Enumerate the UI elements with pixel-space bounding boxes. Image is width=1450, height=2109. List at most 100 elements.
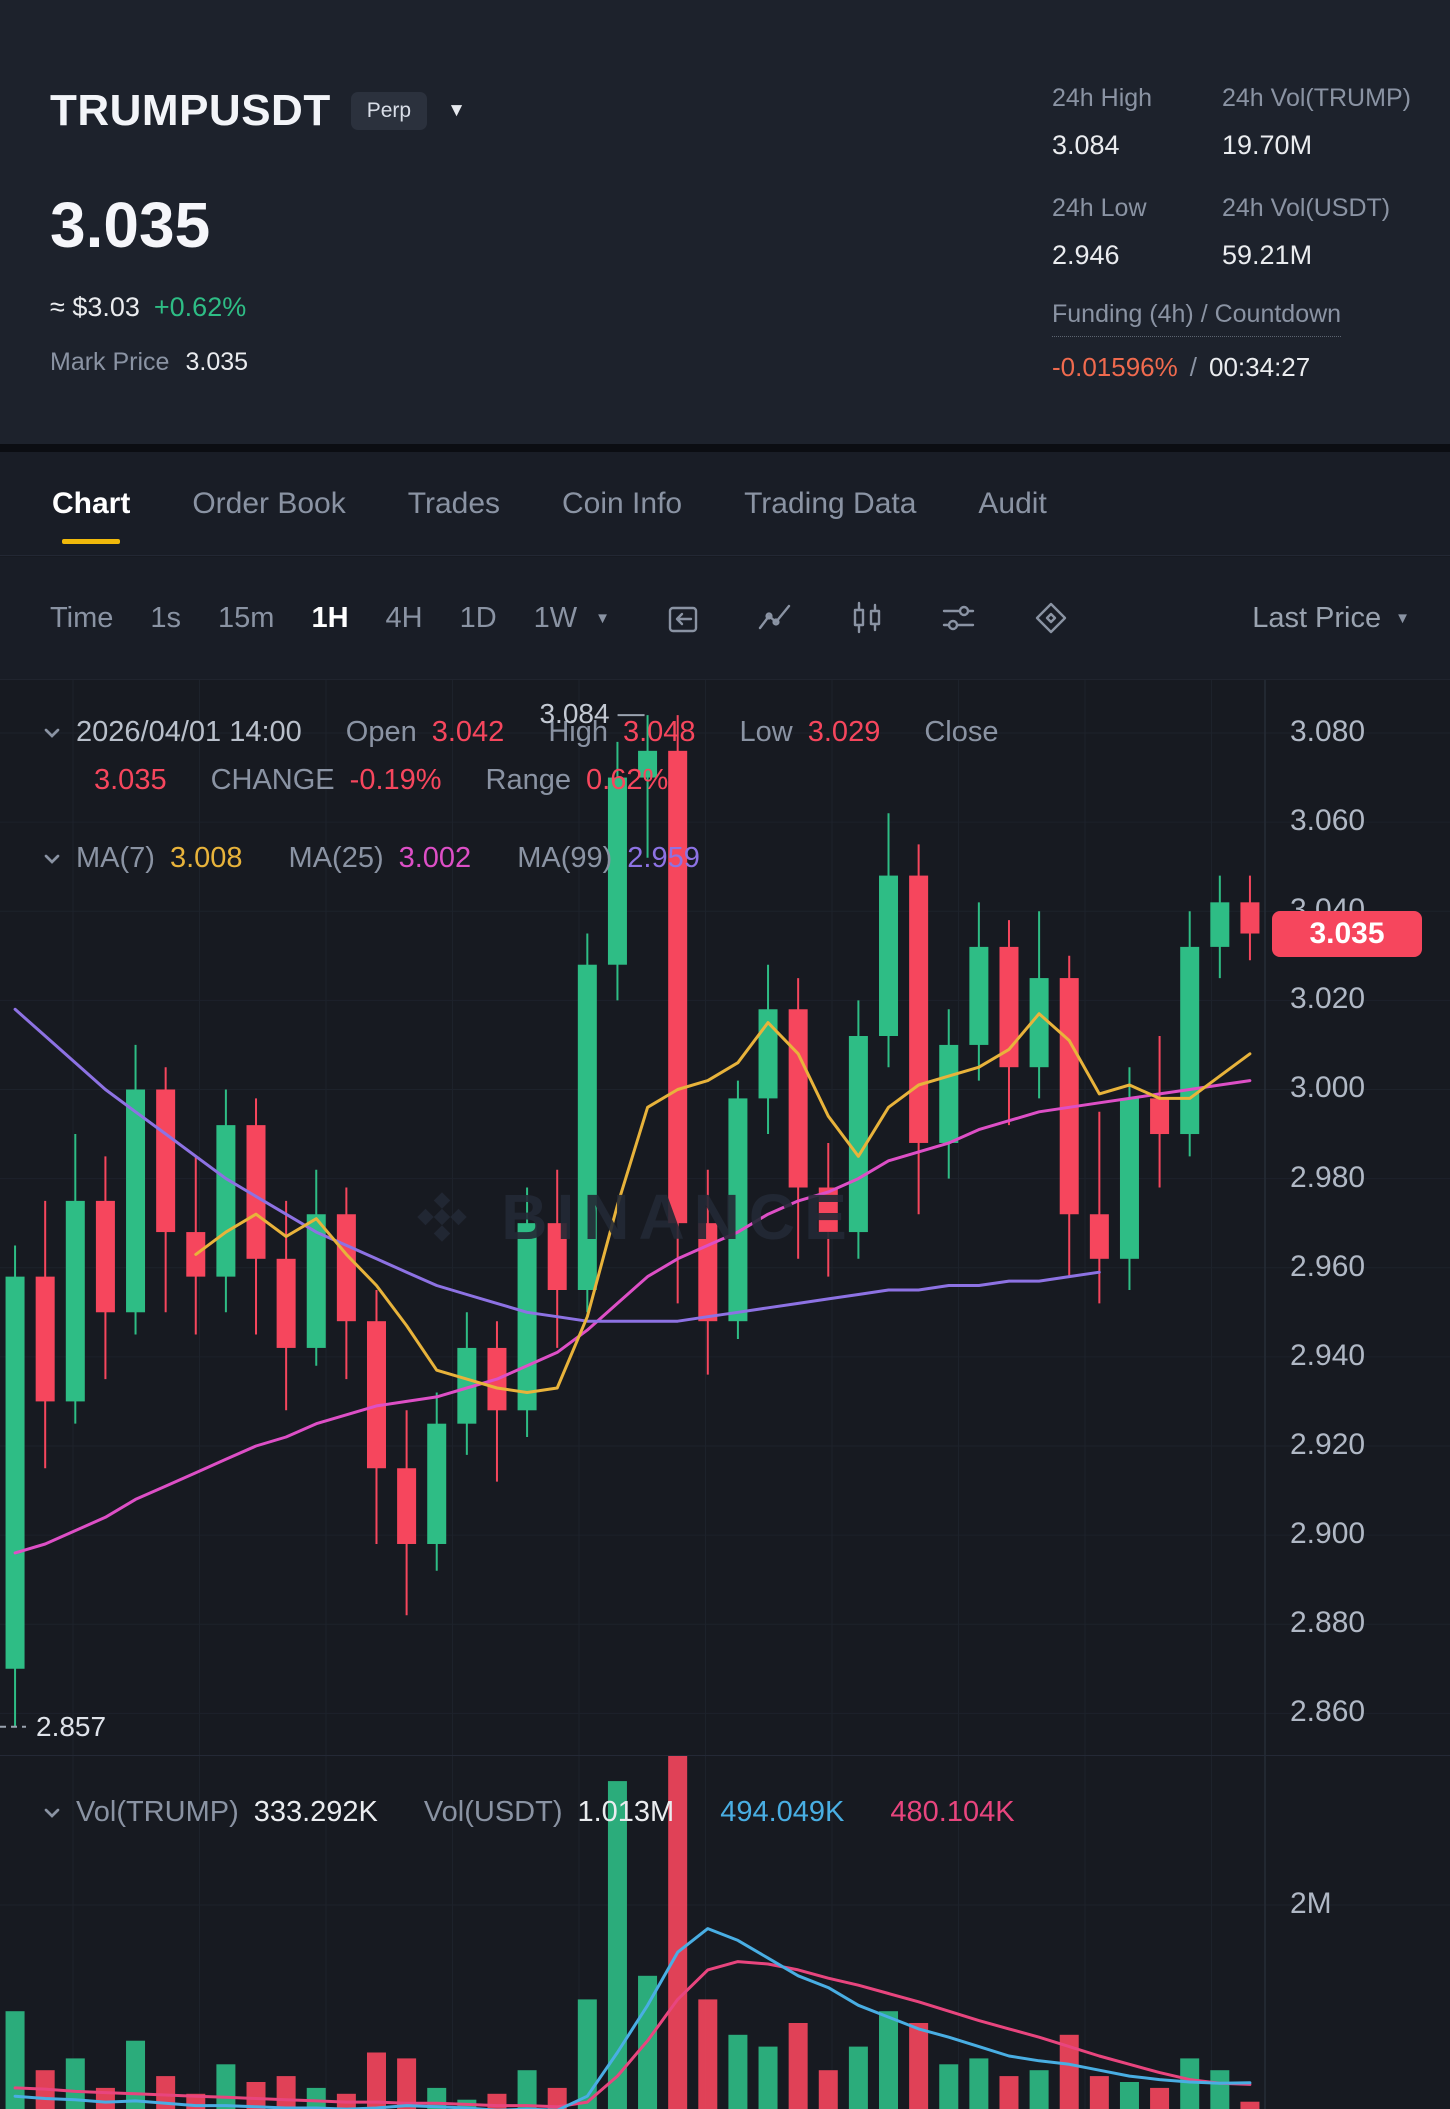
price-source-caret-icon: ▼ [1395, 609, 1410, 627]
tab-chart[interactable]: Chart [50, 457, 132, 551]
candle-body [577, 964, 597, 1290]
price-axis-label: 2.960 [1290, 1249, 1366, 1283]
tab-coin-info[interactable]: Coin Info [562, 486, 683, 520]
volume-bar [517, 2070, 537, 2109]
symbol-dropdown-caret-icon[interactable]: ▼ [447, 100, 466, 121]
approx-usd-price: ≈ $3.03 [50, 292, 140, 322]
candle-body [909, 875, 929, 1143]
candle-body [547, 1223, 567, 1290]
volume-bar [999, 2076, 1019, 2109]
interval-1h[interactable]: 1H [311, 601, 349, 634]
candle-body [366, 1321, 386, 1469]
volume-bar [1210, 2070, 1230, 2109]
candle-body [879, 875, 899, 1037]
ohlc-legend-row1: 2026/04/01 14:00 Open 3.042 High 3.048 L… [40, 716, 998, 749]
funding-separator: / [1189, 352, 1197, 382]
price-source-label: Last Price [1252, 601, 1382, 634]
symbol-title: TRUMPUSDT [50, 86, 331, 135]
candle-body [336, 1214, 356, 1322]
price-axis-label: 2.980 [1290, 1160, 1366, 1194]
candle-body [668, 750, 688, 1224]
ma99-line [13, 1007, 1101, 1323]
volume-chart-canvas[interactable] [0, 1756, 1450, 2109]
interval-1s[interactable]: 1s [150, 601, 182, 634]
range-value: 0.62% [586, 764, 669, 796]
ma25-value: 3.002 [398, 842, 472, 874]
price-axis-label: 2.860 [1290, 1695, 1366, 1729]
candle-body [397, 1468, 417, 1544]
candle-body [276, 1258, 296, 1348]
open-label: Open [345, 716, 417, 748]
vol-base-value: 333.292K [253, 1796, 378, 1828]
volume-bar [397, 2058, 417, 2109]
interval-15m[interactable]: 15m [218, 601, 275, 634]
collapse-chevron-icon[interactable] [40, 847, 64, 871]
high-label: High [548, 716, 608, 748]
low-value: 3.029 [807, 716, 881, 748]
volume-bar [65, 2058, 85, 2109]
price-axis-label: 2.920 [1290, 1427, 1366, 1461]
volume-bar [607, 1781, 627, 2109]
candle-body [95, 1200, 115, 1313]
funding-rate-value: -0.01596% [1052, 352, 1178, 382]
interval-dropdown-caret-icon[interactable]: ▼ [595, 609, 611, 627]
ma25-label: MA(25) [288, 842, 384, 874]
candle-body [1059, 978, 1079, 1215]
ma99-label: MA(99) [517, 842, 613, 874]
mark-price-label: Mark Price [50, 348, 170, 376]
volume-pane: Vol(TRUMP) 333.292K Vol(USDT) 1.013M 494… [0, 1755, 1450, 2109]
interval-1d[interactable]: 1D [459, 601, 497, 634]
candle-body [1240, 902, 1260, 934]
candle-body [1150, 1098, 1170, 1135]
tab-audit[interactable]: Audit [978, 486, 1047, 520]
low-label: Low [739, 716, 793, 748]
volume-bar [818, 2070, 838, 2109]
candle-body [1119, 1098, 1139, 1259]
candle-body [1180, 946, 1200, 1135]
price-axis-label: 3.080 [1290, 715, 1366, 748]
tab-trading-data[interactable]: Trading Data [744, 486, 917, 520]
volume-bar [1059, 2034, 1079, 2109]
tab-bar: Chart Order Book Trades Coin Info Tradin… [0, 452, 1450, 556]
open-value: 3.042 [431, 716, 505, 748]
tab-trades[interactable]: Trades [407, 486, 501, 520]
interval-time-label[interactable]: Time [50, 601, 114, 634]
tab-order-book[interactable]: Order Book [192, 486, 346, 520]
indicators-icon[interactable] [940, 599, 978, 637]
volume-bar [5, 2011, 25, 2109]
volume-legend: Vol(TRUMP) 333.292K Vol(USDT) 1.013M 494… [40, 1796, 1015, 1829]
candlestick-style-icon[interactable] [848, 599, 886, 637]
diamond-overlay-icon[interactable] [1032, 599, 1070, 637]
candlestick-chart-canvas[interactable] [0, 680, 1450, 1755]
candle-body [1089, 1214, 1109, 1259]
interval-4h[interactable]: 4H [385, 601, 423, 634]
candle-body [246, 1125, 266, 1259]
volume-bar [939, 2064, 959, 2109]
volume-bar [909, 2023, 929, 2109]
volume-bar [1029, 2070, 1049, 2109]
funding-countdown-label[interactable]: Funding (4h) / Countdown [1052, 300, 1342, 337]
candle-body [848, 1036, 868, 1233]
vol-base-label: Vol(TRUMP) [76, 1796, 239, 1828]
interval-1w[interactable]: 1W [533, 601, 578, 634]
ma-legend-row: MA(7) 3.008 MA(25) 3.002 MA(99) 2.959 [40, 842, 700, 875]
ma7-line [194, 1012, 1252, 1394]
line-chart-style-icon[interactable] [756, 599, 794, 637]
stat-24h-vol-base-label: 24h Vol(TRUMP) [1222, 84, 1411, 112]
stat-24h-vol-quote-value: 59.21M [1222, 240, 1313, 270]
volume-bar [1089, 2076, 1109, 2109]
candle-datetime: 2026/04/01 14:00 [76, 716, 302, 748]
candle-body [1210, 902, 1230, 947]
collapse-chevron-icon[interactable] [40, 721, 64, 745]
stat-24h-vol-base-value: 19.70M [1222, 130, 1313, 160]
price-source-selector[interactable]: Last Price ▼ [1252, 602, 1410, 635]
contract-type-badge[interactable]: Perp [350, 92, 428, 130]
volume-bar [698, 1999, 718, 2109]
high-value: 3.048 [622, 716, 696, 748]
vol-ma-fast-value: 494.049K [720, 1796, 845, 1828]
jump-to-date-icon[interactable] [664, 599, 702, 637]
collapse-chevron-icon[interactable] [40, 1801, 64, 1825]
volume-bar [306, 2087, 326, 2109]
close-value: 3.035 [94, 764, 167, 796]
vol-quote-value: 1.013M [577, 1796, 675, 1828]
